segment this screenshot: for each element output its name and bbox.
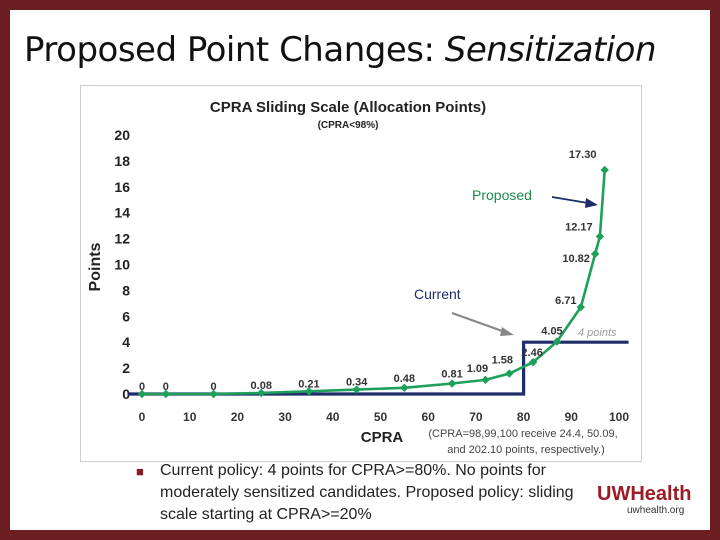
x-tick-label: 90	[565, 410, 579, 424]
cpra-chart: CPRA Sliding Scale (Allocation Points) (…	[87, 99, 629, 456]
proposed-data-point	[481, 375, 490, 385]
proposed-arrow-line	[551, 196, 589, 204]
x-tick-label: 70	[469, 410, 483, 424]
proposed-data-point	[595, 232, 605, 241]
bullet-text: Current policy: 4 points for CPRA>=80%. …	[160, 462, 574, 523]
uwhealth-logo: UWHealth uwhealth.org	[597, 483, 697, 516]
current-series-line	[127, 340, 629, 396]
x-tick-label: 60	[422, 410, 436, 424]
data-label: 0	[163, 381, 169, 393]
x-tick-label: 40	[326, 410, 340, 424]
x-tick-label: 20	[231, 410, 245, 424]
data-label: 4.05	[541, 326, 562, 338]
logo-wordmark: UWHealth	[597, 483, 692, 505]
y-tick-label: 4	[122, 334, 130, 350]
y-tick-label: 20	[114, 127, 130, 143]
current-label: Current	[414, 286, 461, 302]
y-tick-label: 10	[114, 257, 130, 273]
current-arrow-line	[451, 312, 506, 333]
y-tick-label: 12	[114, 231, 130, 247]
data-label: 0.81	[441, 369, 462, 381]
y-axis-label: Points	[87, 242, 104, 291]
chart-subtitle: (CPRA<98%)	[318, 120, 379, 131]
title-emphasis: Sensitization	[444, 30, 657, 70]
proposed-arrow-head	[585, 198, 598, 208]
y-tick-label: 2	[122, 360, 130, 376]
data-label: 12.17	[565, 221, 593, 233]
policy-bullet: ■ Current policy: 4 points for CPRA>=80%…	[136, 460, 596, 526]
data-label: 1.09	[467, 363, 488, 375]
x-tick-label: 50	[374, 410, 388, 424]
proposed-data-point	[505, 369, 514, 378]
proposed-data-point	[552, 337, 562, 346]
data-label: 17.30	[569, 149, 597, 161]
y-tick-label: 14	[114, 205, 130, 221]
proposed-data-point	[352, 385, 361, 394]
chart-panel	[80, 85, 642, 462]
data-label: 0	[139, 381, 145, 393]
title-main: Proposed Point Changes:	[24, 30, 445, 70]
x-tick-label: 30	[278, 410, 292, 424]
current-points-label: 4 points	[578, 327, 617, 339]
data-label: 0.08	[251, 380, 272, 392]
page-title: Proposed Point Changes: Sensitization	[24, 30, 657, 70]
data-label: 6.71	[555, 295, 576, 307]
proposed-series-line	[142, 169, 606, 396]
proposed-data-point	[209, 389, 218, 399]
data-label: 0.21	[298, 378, 319, 390]
proposed-data-point	[257, 388, 266, 398]
y-tick-label: 6	[122, 308, 130, 324]
y-tick-label: 0	[122, 386, 130, 402]
proposed-data-point	[161, 389, 171, 399]
current-arrow-head	[500, 327, 514, 336]
proposed-data-point	[304, 387, 314, 396]
note-line-1: (CPRA=98,99,100 receive 24.4, 50.09,	[428, 428, 617, 440]
note-line-2: and 202.10 points, respectively.)	[447, 444, 605, 456]
y-tick-label: 18	[114, 153, 130, 169]
y-tick-label: 16	[114, 179, 130, 195]
chart-title: CPRA Sliding Scale (Allocation Points)	[210, 99, 486, 116]
data-label: 2.46	[521, 347, 542, 359]
bullet-marker-icon: ■	[136, 464, 144, 479]
x-tick-label: 0	[139, 410, 146, 424]
data-label: 10.82	[562, 253, 590, 265]
proposed-label: Proposed	[472, 187, 532, 203]
data-label: 0.34	[346, 377, 368, 389]
x-tick-label: 100	[609, 410, 629, 424]
proposed-data-point	[400, 383, 409, 392]
logo-url: uwhealth.org	[627, 505, 685, 516]
proposed-data-point	[447, 379, 457, 388]
data-label: 0	[210, 381, 216, 393]
proposed-data-point	[528, 357, 538, 367]
x-tick-label: 10	[183, 410, 197, 424]
proposed-data-point	[600, 165, 609, 175]
x-axis-label: CPRA	[361, 429, 404, 446]
proposed-data-point	[590, 249, 600, 259]
y-tick-label: 8	[122, 282, 130, 298]
data-label: 1.58	[492, 355, 513, 367]
data-label: 0.48	[394, 373, 415, 385]
x-tick-label: 80	[517, 410, 531, 424]
